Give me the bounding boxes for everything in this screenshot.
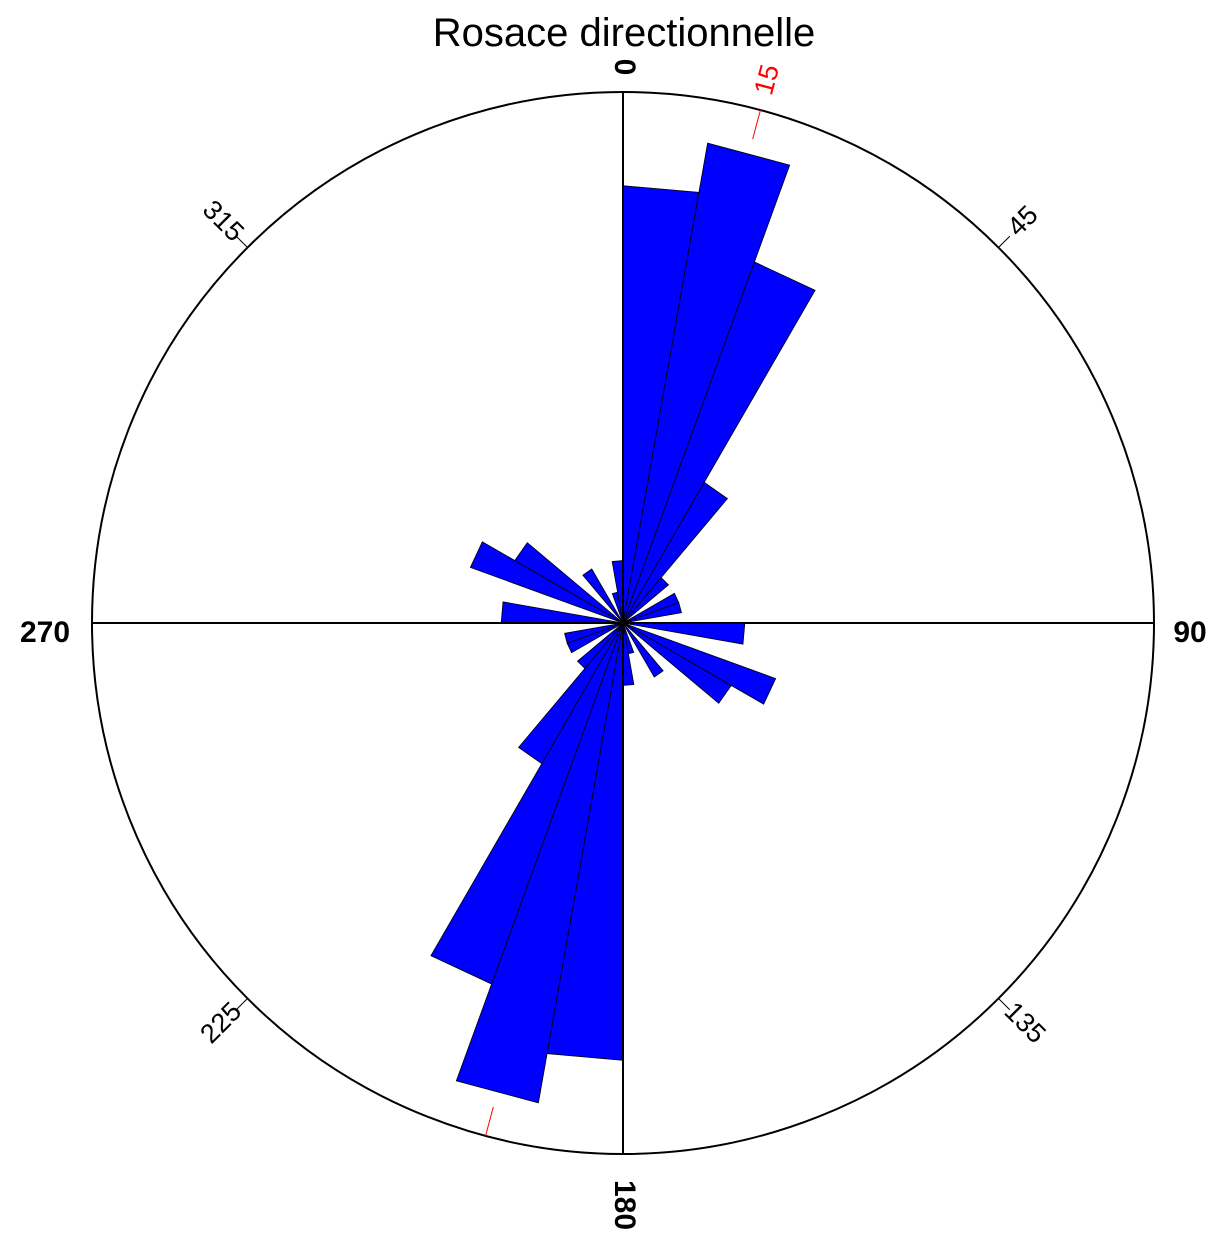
tick-mark-135	[998, 998, 1011, 1011]
rose-bar-220-230	[576, 622, 624, 670]
tick-label-270: 270	[20, 616, 70, 649]
tick-mark-225	[235, 998, 248, 1011]
rose-bar-20-30	[622, 261, 816, 624]
tick-mark-315	[235, 235, 248, 248]
rose-bar-300-310	[514, 542, 624, 624]
tick-label-45: 45	[1001, 200, 1043, 242]
ring-marker-sw	[485, 1106, 494, 1137]
tick-label-0: 0	[608, 59, 641, 76]
tick-label-225: 225	[194, 996, 247, 1049]
rose-bar-250-260	[564, 622, 624, 644]
rose-bar-320-330	[582, 568, 624, 624]
tick-label-315: 315	[197, 194, 250, 247]
tick-label-90: 90	[1173, 616, 1206, 649]
tick-mark-45	[998, 235, 1011, 248]
rose-bars	[430, 142, 816, 1104]
rose-bar-120-130	[622, 622, 732, 704]
rose-bar-200-210	[430, 622, 624, 985]
rose-bar-30-40	[622, 481, 728, 624]
rose-bar-70-80	[622, 602, 682, 624]
ring-value-label: 15	[748, 61, 785, 98]
rose-bar-210-220	[518, 622, 624, 765]
rose-bar-40-50	[622, 576, 670, 624]
rose-bar-140-150	[622, 622, 664, 678]
tick-label-180: 180	[608, 1180, 641, 1230]
ring-marker-ne	[752, 109, 761, 140]
tick-label-135: 135	[999, 996, 1052, 1049]
chart-title: Rosace directionnelle	[433, 11, 815, 55]
rose-axes	[91, 91, 1155, 1155]
